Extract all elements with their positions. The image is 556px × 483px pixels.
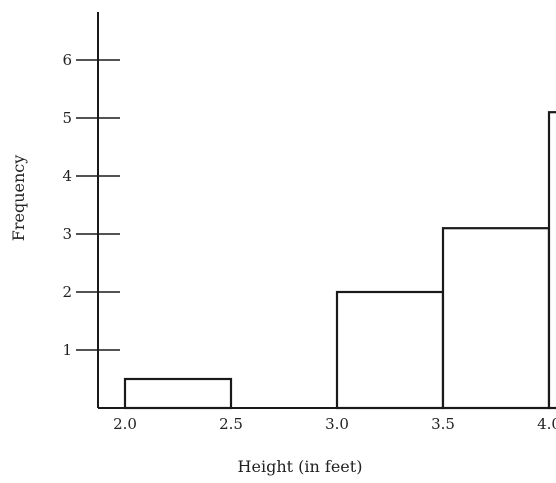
x-tick-label-3.5: 3.5 bbox=[431, 415, 455, 433]
y-tick-label-4: 4 bbox=[62, 167, 72, 185]
histogram-bar-3.5-4 bbox=[441, 227, 551, 410]
histogram-bar-4-4.5 bbox=[547, 111, 556, 410]
y-ticks: 1 2 3 4 5 6 bbox=[62, 51, 120, 359]
x-tick-label-2.5: 2.5 bbox=[219, 415, 243, 433]
histogram-bars bbox=[123, 111, 556, 410]
x-tick-label-3.0: 3.0 bbox=[325, 415, 349, 433]
y-tick-label-1: 1 bbox=[62, 341, 72, 359]
x-axis-title: Height (in feet) bbox=[238, 457, 363, 476]
x-tick-label-4.0: 4.0 bbox=[537, 415, 556, 433]
y-tick-label-3: 3 bbox=[62, 225, 72, 243]
x-tick-label-2.0: 2.0 bbox=[113, 415, 137, 433]
histogram-bar-2-2.5 bbox=[123, 377, 233, 410]
y-tick-label-5: 5 bbox=[62, 109, 72, 127]
y-tick-label-2: 2 bbox=[62, 283, 72, 301]
histogram-bar-3-3.5 bbox=[335, 290, 445, 410]
y-tick-label-6: 6 bbox=[62, 51, 72, 69]
x-tick-labels: 2.02.53.03.54.04.55.05.5 bbox=[113, 415, 556, 433]
y-axis-title: Frequency bbox=[9, 155, 28, 242]
